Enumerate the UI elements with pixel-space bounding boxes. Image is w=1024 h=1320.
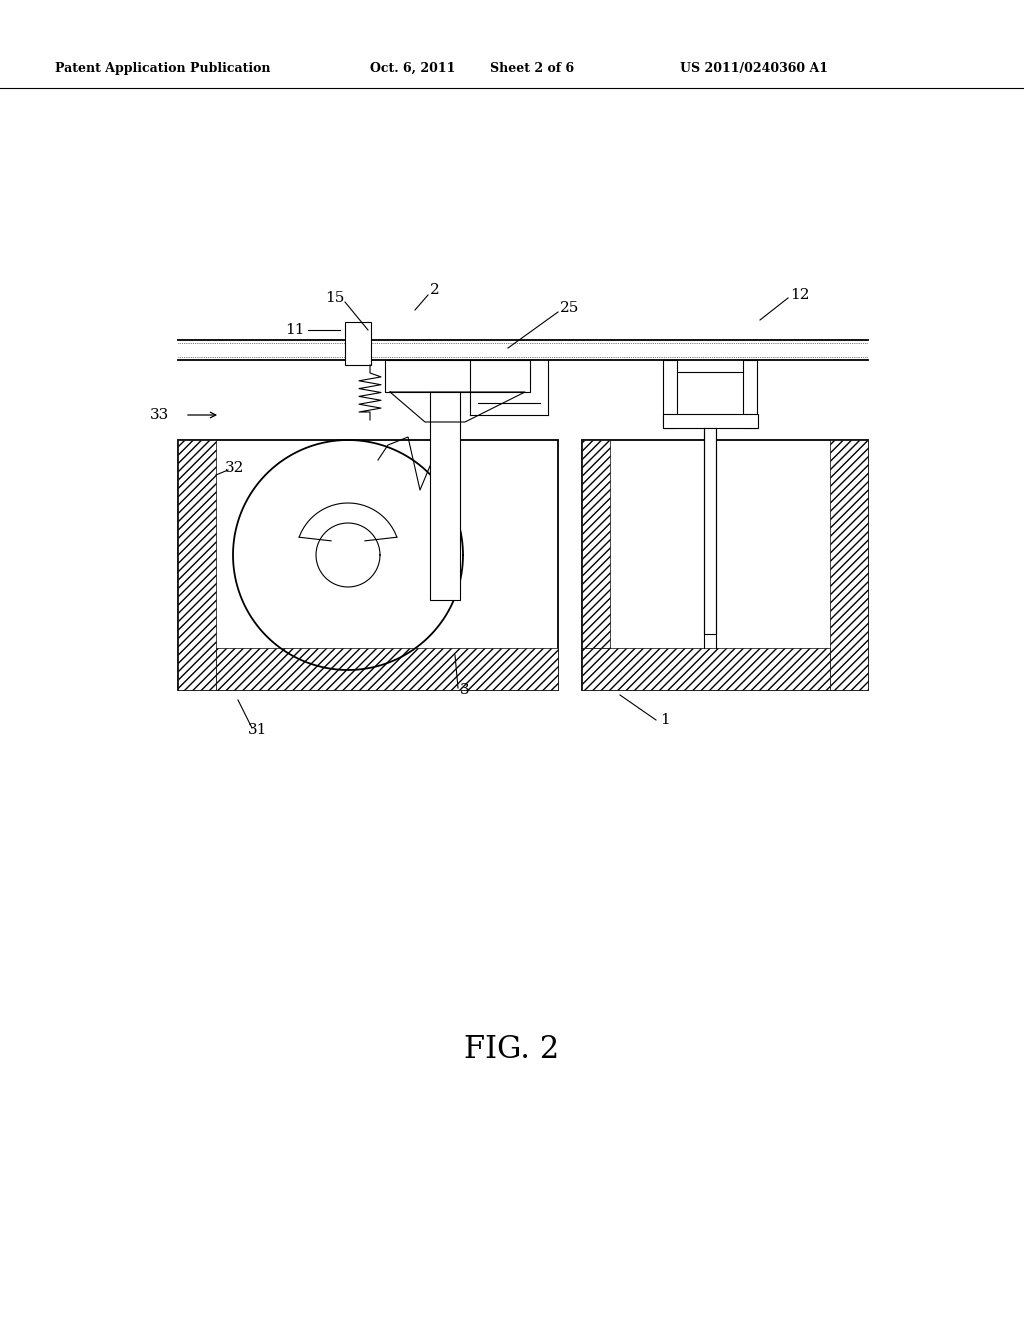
Bar: [582, 440, 610, 648]
Bar: [385, 360, 530, 392]
Text: 12: 12: [790, 288, 810, 302]
Bar: [178, 440, 558, 690]
Text: 11: 11: [285, 323, 304, 337]
Bar: [663, 360, 677, 428]
Bar: [216, 648, 558, 690]
Polygon shape: [390, 392, 525, 422]
Text: 3: 3: [460, 682, 470, 697]
Bar: [178, 440, 216, 690]
Bar: [430, 392, 460, 601]
Bar: [345, 322, 371, 366]
Text: 15: 15: [325, 290, 344, 305]
Bar: [743, 360, 757, 428]
Text: Patent Application Publication: Patent Application Publication: [55, 62, 270, 75]
Text: 2: 2: [430, 282, 439, 297]
Text: Sheet 2 of 6: Sheet 2 of 6: [490, 62, 574, 75]
Bar: [582, 440, 868, 690]
Text: 31: 31: [248, 723, 267, 737]
Text: 32: 32: [225, 461, 245, 475]
Bar: [830, 440, 868, 690]
Text: 33: 33: [150, 408, 169, 422]
Text: 1: 1: [660, 713, 670, 727]
Text: 25: 25: [560, 301, 580, 315]
Bar: [705, 428, 716, 634]
Bar: [663, 414, 758, 428]
Bar: [582, 648, 830, 690]
Text: Oct. 6, 2011: Oct. 6, 2011: [370, 62, 456, 75]
Text: US 2011/0240360 A1: US 2011/0240360 A1: [680, 62, 828, 75]
Text: FIG. 2: FIG. 2: [464, 1035, 560, 1065]
